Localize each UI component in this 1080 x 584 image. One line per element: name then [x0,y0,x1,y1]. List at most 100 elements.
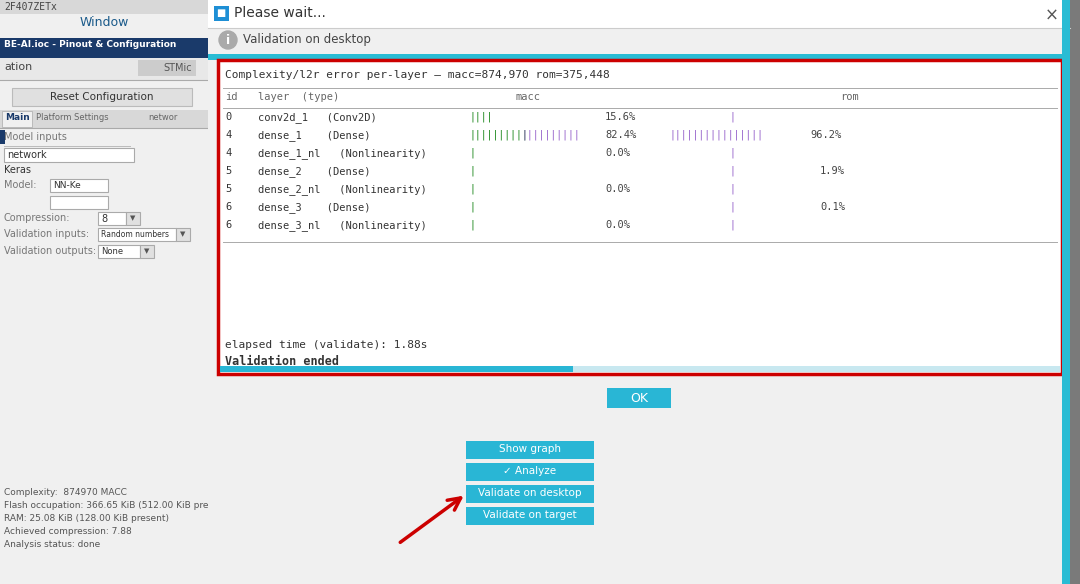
Bar [0,0,208,584]
Bar [0,58,208,80]
Bar [12,88,192,106]
Text: Complexity/l2r error per-layer – macc=874,970 rom=375,448: Complexity/l2r error per-layer – macc=87… [225,70,610,80]
Text: Platform Settings: Platform Settings [36,113,109,122]
Text: ×: × [1045,7,1058,25]
Text: Achieved compression: 7.88: Achieved compression: 7.88 [4,527,132,536]
Text: Validate on desktop: Validate on desktop [478,488,582,498]
Text: dense_3    (Dense): dense_3 (Dense) [258,202,370,213]
Text: |: | [470,220,476,231]
Text: |: | [730,184,735,194]
Text: network: network [6,150,46,160]
Text: Validation ended: Validation ended [225,355,339,368]
Bar [4,148,134,162]
Bar [1062,0,1070,584]
Text: Validation outputs:: Validation outputs: [4,246,96,256]
Text: elapsed time (validate): 1.88s: elapsed time (validate): 1.88s [225,340,428,350]
Text: |: | [470,202,476,213]
Text: |: | [470,184,476,194]
Text: ||||||||||: |||||||||| [470,130,529,141]
Text: Keras: Keras [4,165,31,175]
Text: 4: 4 [225,148,231,158]
Text: 4: 4 [225,130,231,140]
Text: Reset Configuration: Reset Configuration [51,92,153,102]
Text: ||||||||||: |||||||||| [522,130,581,141]
Text: NN-Ke: NN-Ke [53,181,81,190]
Text: ||||||||||||||||: |||||||||||||||| [670,130,764,141]
Text: ▼: ▼ [180,231,186,237]
Text: 6: 6 [225,220,231,230]
Bar [138,60,195,76]
Bar [208,0,1070,584]
Text: Show graph: Show graph [499,444,561,454]
Text: ■: ■ [216,8,226,18]
Bar [214,6,229,21]
Bar [208,54,1070,60]
Text: ation: ation [4,62,32,72]
Text: 96.2%: 96.2% [810,130,841,140]
Text: id: id [225,92,238,102]
Bar [0,38,208,58]
Text: ✓ Analyze: ✓ Analyze [503,466,556,476]
Text: 0.0%: 0.0% [605,220,630,230]
Text: Validation inputs:: Validation inputs: [4,229,90,239]
Text: 1.9%: 1.9% [820,166,845,176]
Text: |: | [470,148,476,158]
Text: rom: rom [840,92,859,102]
Text: Validate on target: Validate on target [483,510,577,520]
Bar [0,110,208,128]
Text: OK: OK [630,392,648,405]
Text: layer  (type): layer (type) [258,92,339,102]
Text: |: | [730,112,735,123]
Bar [0,130,5,144]
Text: 15.6%: 15.6% [605,112,636,122]
Text: 6: 6 [225,202,231,212]
Text: 0: 0 [225,112,231,122]
Text: 2F407ZETx: 2F407ZETx [4,2,57,12]
Bar [465,441,594,459]
Text: 5: 5 [225,166,231,176]
Bar [140,245,154,258]
Text: Window: Window [79,16,129,29]
Text: BE-AI.ioc - Pinout & Configuration: BE-AI.ioc - Pinout & Configuration [4,40,176,49]
Text: conv2d_1   (Conv2D): conv2d_1 (Conv2D) [258,112,377,123]
Bar [465,507,594,525]
Text: |: | [730,220,735,231]
Bar [208,0,1070,28]
Bar [98,212,126,225]
Bar [607,388,671,408]
Bar [50,179,108,192]
Text: Model inputs: Model inputs [4,132,67,142]
Text: RAM: 25.08 KiB (128.00 KiB present): RAM: 25.08 KiB (128.00 KiB present) [4,514,168,523]
Bar [50,196,108,209]
Text: Compression:: Compression: [4,213,70,223]
Bar [625,0,1080,584]
Circle shape [219,31,237,49]
Text: 5: 5 [225,184,231,194]
Text: STMic: STMic [163,63,192,73]
Text: i: i [226,34,230,47]
Text: |: | [730,202,735,213]
Text: Random numbers: Random numbers [102,230,168,239]
Text: macc: macc [515,92,540,102]
Bar [0,0,208,14]
Text: |: | [730,166,735,176]
Bar [465,485,594,503]
Bar [98,228,176,241]
Text: |: | [730,148,735,158]
Bar [220,366,572,372]
Text: Main: Main [4,113,29,122]
Bar [98,245,140,258]
Text: None: None [102,247,123,256]
Text: 8: 8 [102,214,107,224]
Text: ||||: |||| [470,112,494,123]
Text: networ: networ [148,113,177,122]
Text: 0.0%: 0.0% [605,184,630,194]
Text: dense_1    (Dense): dense_1 (Dense) [258,130,370,141]
Bar [218,60,1062,374]
Text: Flash occupation: 366.65 KiB (512.00 KiB present): Flash occupation: 366.65 KiB (512.00 KiB… [4,501,231,510]
Text: 82.4%: 82.4% [605,130,636,140]
Text: Complexity:  874970 MACC: Complexity: 874970 MACC [4,488,126,497]
Text: |: | [470,166,476,176]
Text: Model:: Model: [4,180,37,190]
Text: Validation on desktop: Validation on desktop [243,33,370,46]
